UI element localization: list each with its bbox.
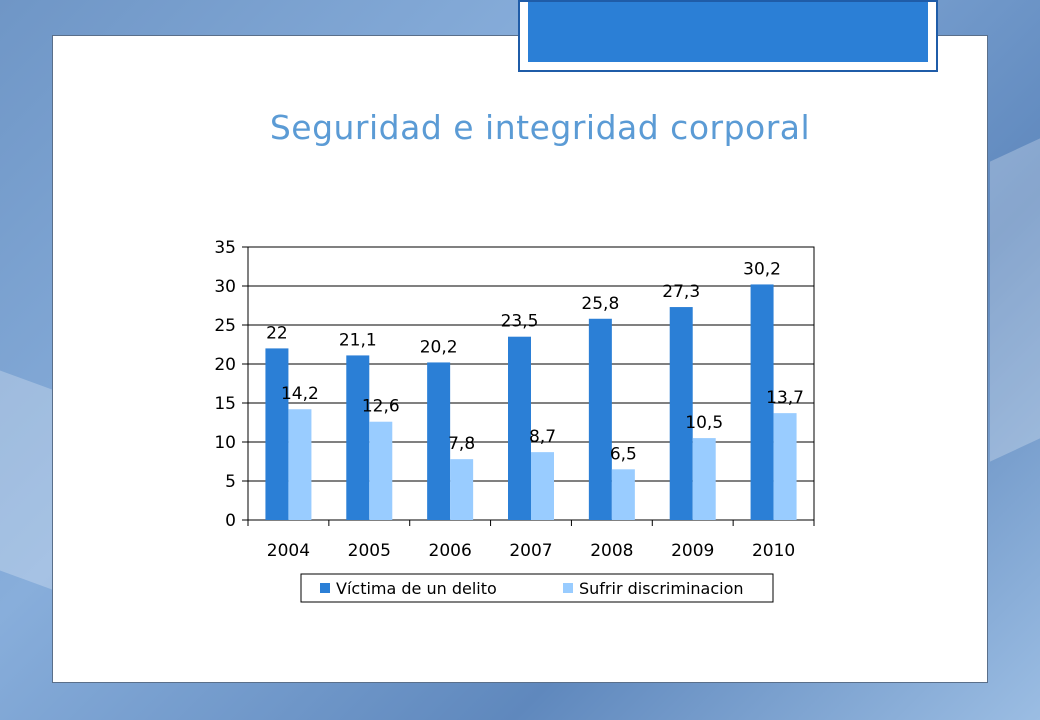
x-tick-label: 2005 [348, 541, 391, 561]
x-tick-label: 2008 [590, 541, 633, 561]
bar-victima [588, 318, 612, 520]
x-tick-label: 2009 [671, 541, 714, 561]
bar-victima [427, 362, 451, 520]
y-tick-label: 30 [214, 277, 236, 297]
bar-discriminacion [692, 438, 716, 520]
data-label: 30,2 [743, 259, 781, 279]
y-tick-label: 15 [214, 394, 236, 414]
header-tab-decoration [518, 0, 938, 72]
data-label: 12,6 [362, 397, 400, 417]
bar-victima [669, 307, 693, 520]
y-tick-label: 5 [225, 472, 236, 492]
x-tick-label: 2004 [267, 541, 310, 561]
bar-victima [750, 284, 774, 520]
bar-discriminacion [611, 469, 635, 520]
bar-discriminacion [369, 421, 393, 520]
x-tick-label: 2007 [509, 541, 552, 561]
legend-label: Sufrir discriminacion [579, 579, 744, 598]
bar-victima [265, 348, 289, 520]
data-label: 23,5 [501, 312, 539, 332]
bar-victima [346, 355, 370, 520]
x-tick-label: 2010 [752, 541, 795, 561]
bar-discriminacion [450, 459, 474, 520]
header-tab-fill [528, 2, 928, 62]
x-tick-label: 2006 [429, 541, 472, 561]
data-label: 20,2 [420, 337, 458, 357]
y-tick-label: 35 [214, 238, 236, 258]
legend-swatch [563, 583, 573, 593]
data-label: 13,7 [766, 388, 804, 408]
bar-victima [508, 336, 531, 520]
data-label: 10,5 [685, 413, 723, 433]
bar-discriminacion [773, 413, 797, 520]
data-label: 7,8 [448, 434, 475, 454]
page-title: Seguridad e integridad corporal [269, 108, 811, 147]
data-label: 14,2 [281, 384, 319, 404]
data-label: 27,3 [662, 282, 700, 302]
bar-discriminacion [531, 452, 554, 520]
y-tick-label: 25 [214, 316, 236, 336]
data-label: 6,5 [610, 444, 637, 464]
data-label: 25,8 [581, 294, 619, 314]
bar-discriminacion [288, 409, 312, 520]
data-label: 22 [266, 323, 288, 343]
y-tick-label: 10 [214, 433, 236, 453]
y-tick-label: 20 [214, 355, 236, 375]
legend-label: Víctima de un delito [336, 579, 497, 598]
y-tick-label: 0 [225, 511, 236, 531]
legend-swatch [320, 583, 330, 593]
legend-box [300, 573, 774, 603]
data-label: 21,1 [339, 330, 377, 350]
data-label: 8,7 [529, 427, 556, 447]
